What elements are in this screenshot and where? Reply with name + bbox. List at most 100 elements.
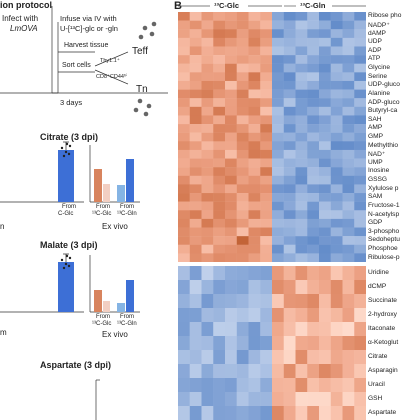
heatmap-cell [213,89,226,99]
heatmap-cell [272,106,284,116]
heatmap-cell [260,20,273,30]
heatmap-cell [330,37,343,47]
heatmap-cell [354,294,366,309]
heatmap-cell [283,141,296,151]
heatmap-row-label: Inosine [368,167,390,175]
citrate-frag-n: n [0,222,5,231]
heatmap-cell [272,193,284,202]
citrate-invivo-gln-bar [58,150,74,202]
heatmap-cell [307,132,320,142]
heatmap-cell [295,80,308,90]
heatmap-cell [236,210,249,220]
heatmap-row-label: SAH [368,115,382,123]
heatmap-cell [213,336,226,351]
heatmap-cell [201,149,214,159]
heatmap-cell [201,201,214,211]
heatmap-cell [354,322,366,337]
heatmap-cell [283,266,296,281]
heatmap-cell [283,253,296,263]
heatmap-cell [178,37,190,47]
heatmap-cell [236,72,249,82]
infect-strain: LmOVA [10,24,38,33]
heatmap-cell [213,158,226,168]
heatmap-cell [354,89,366,99]
heatmap-cell [295,406,308,420]
heatmap-cell [225,244,237,254]
heatmap-cell [272,218,284,228]
heatmap-cell [295,89,308,99]
heatmap-cell [272,184,284,194]
heatmap-cell [213,46,226,56]
heatmap-cell [201,266,214,281]
heatmap-cell [319,124,331,133]
heatmap-cell [213,124,226,133]
heatmap-cell [330,167,343,176]
heatmap-cell [307,392,320,407]
heatmap-row-label: Asparagin [368,367,398,374]
heatmap-cell [330,20,343,30]
heatmap-cell [295,29,308,39]
heatmap-cell [248,392,261,407]
heatmap-cell [201,72,214,82]
sort-label: Sort cells [62,62,91,69]
heatmap-cell [295,72,308,82]
heatmap-cell [283,124,296,133]
heatmap-cell [225,72,237,82]
heatmap-cell [295,227,308,237]
heatmap-cell [201,253,214,263]
heatmap-row-label: Butyryl-ca [368,107,398,115]
heatmap-cell [307,106,320,116]
heatmap-cell [354,98,366,108]
heatmap-cell [283,158,296,168]
heatmap-row-label: Uracil [368,381,385,388]
heatmap-cell [295,364,308,379]
heatmap-cell [295,37,308,47]
heatmap-cell [295,244,308,254]
heatmap-cell [260,89,273,99]
heatmap-cell [236,80,249,90]
heatmap-cell [225,55,237,64]
heatmap-cell [213,98,226,108]
heatmap-cell [283,201,296,211]
heatmap-cell [295,132,308,142]
heatmap-cell [330,55,343,64]
malate-invivo-gln-bar [58,262,74,312]
heatmap-cell [178,322,190,337]
heatmap-cell [307,308,320,323]
heatmap-cell [330,72,343,82]
heatmap-cell [248,132,261,142]
heatmap-cell [319,227,331,237]
heatmap-cell [330,29,343,39]
heatmap-cell [236,364,249,379]
heatmap-cell [319,253,331,263]
heatmap-cell [283,63,296,73]
heatmap-cell [283,29,296,39]
heatmap-cell [354,236,366,245]
heatmap-cell [201,378,214,393]
days-label: 3 days [60,98,83,107]
heatmap-cell [225,12,237,21]
heatmap-cell [201,236,214,245]
heatmap-cell [236,201,249,211]
heatmap-cell [354,141,366,151]
heatmap-cell [342,132,355,142]
heatmap-cell [319,115,331,125]
heatmap-cell [213,201,226,211]
heatmap-cell [307,201,320,211]
heatmap-cell [319,37,331,47]
heatmap-cell [236,294,249,309]
heatmap-cell [178,210,190,220]
heatmap-cell [319,364,331,379]
heatmap-cell [236,29,249,39]
heatmap-cell [213,72,226,82]
heatmap-cell [248,406,261,420]
heatmap-cell [319,55,331,64]
heatmap-cell [260,406,273,420]
heatmap-cell [178,201,190,211]
heatmap-cell [354,266,366,281]
heatmap-cell [260,158,273,168]
heatmap-cell [342,364,355,379]
heatmap-cell [330,244,343,254]
heatmap-cell [307,89,320,99]
heatmap-cell [295,184,308,194]
